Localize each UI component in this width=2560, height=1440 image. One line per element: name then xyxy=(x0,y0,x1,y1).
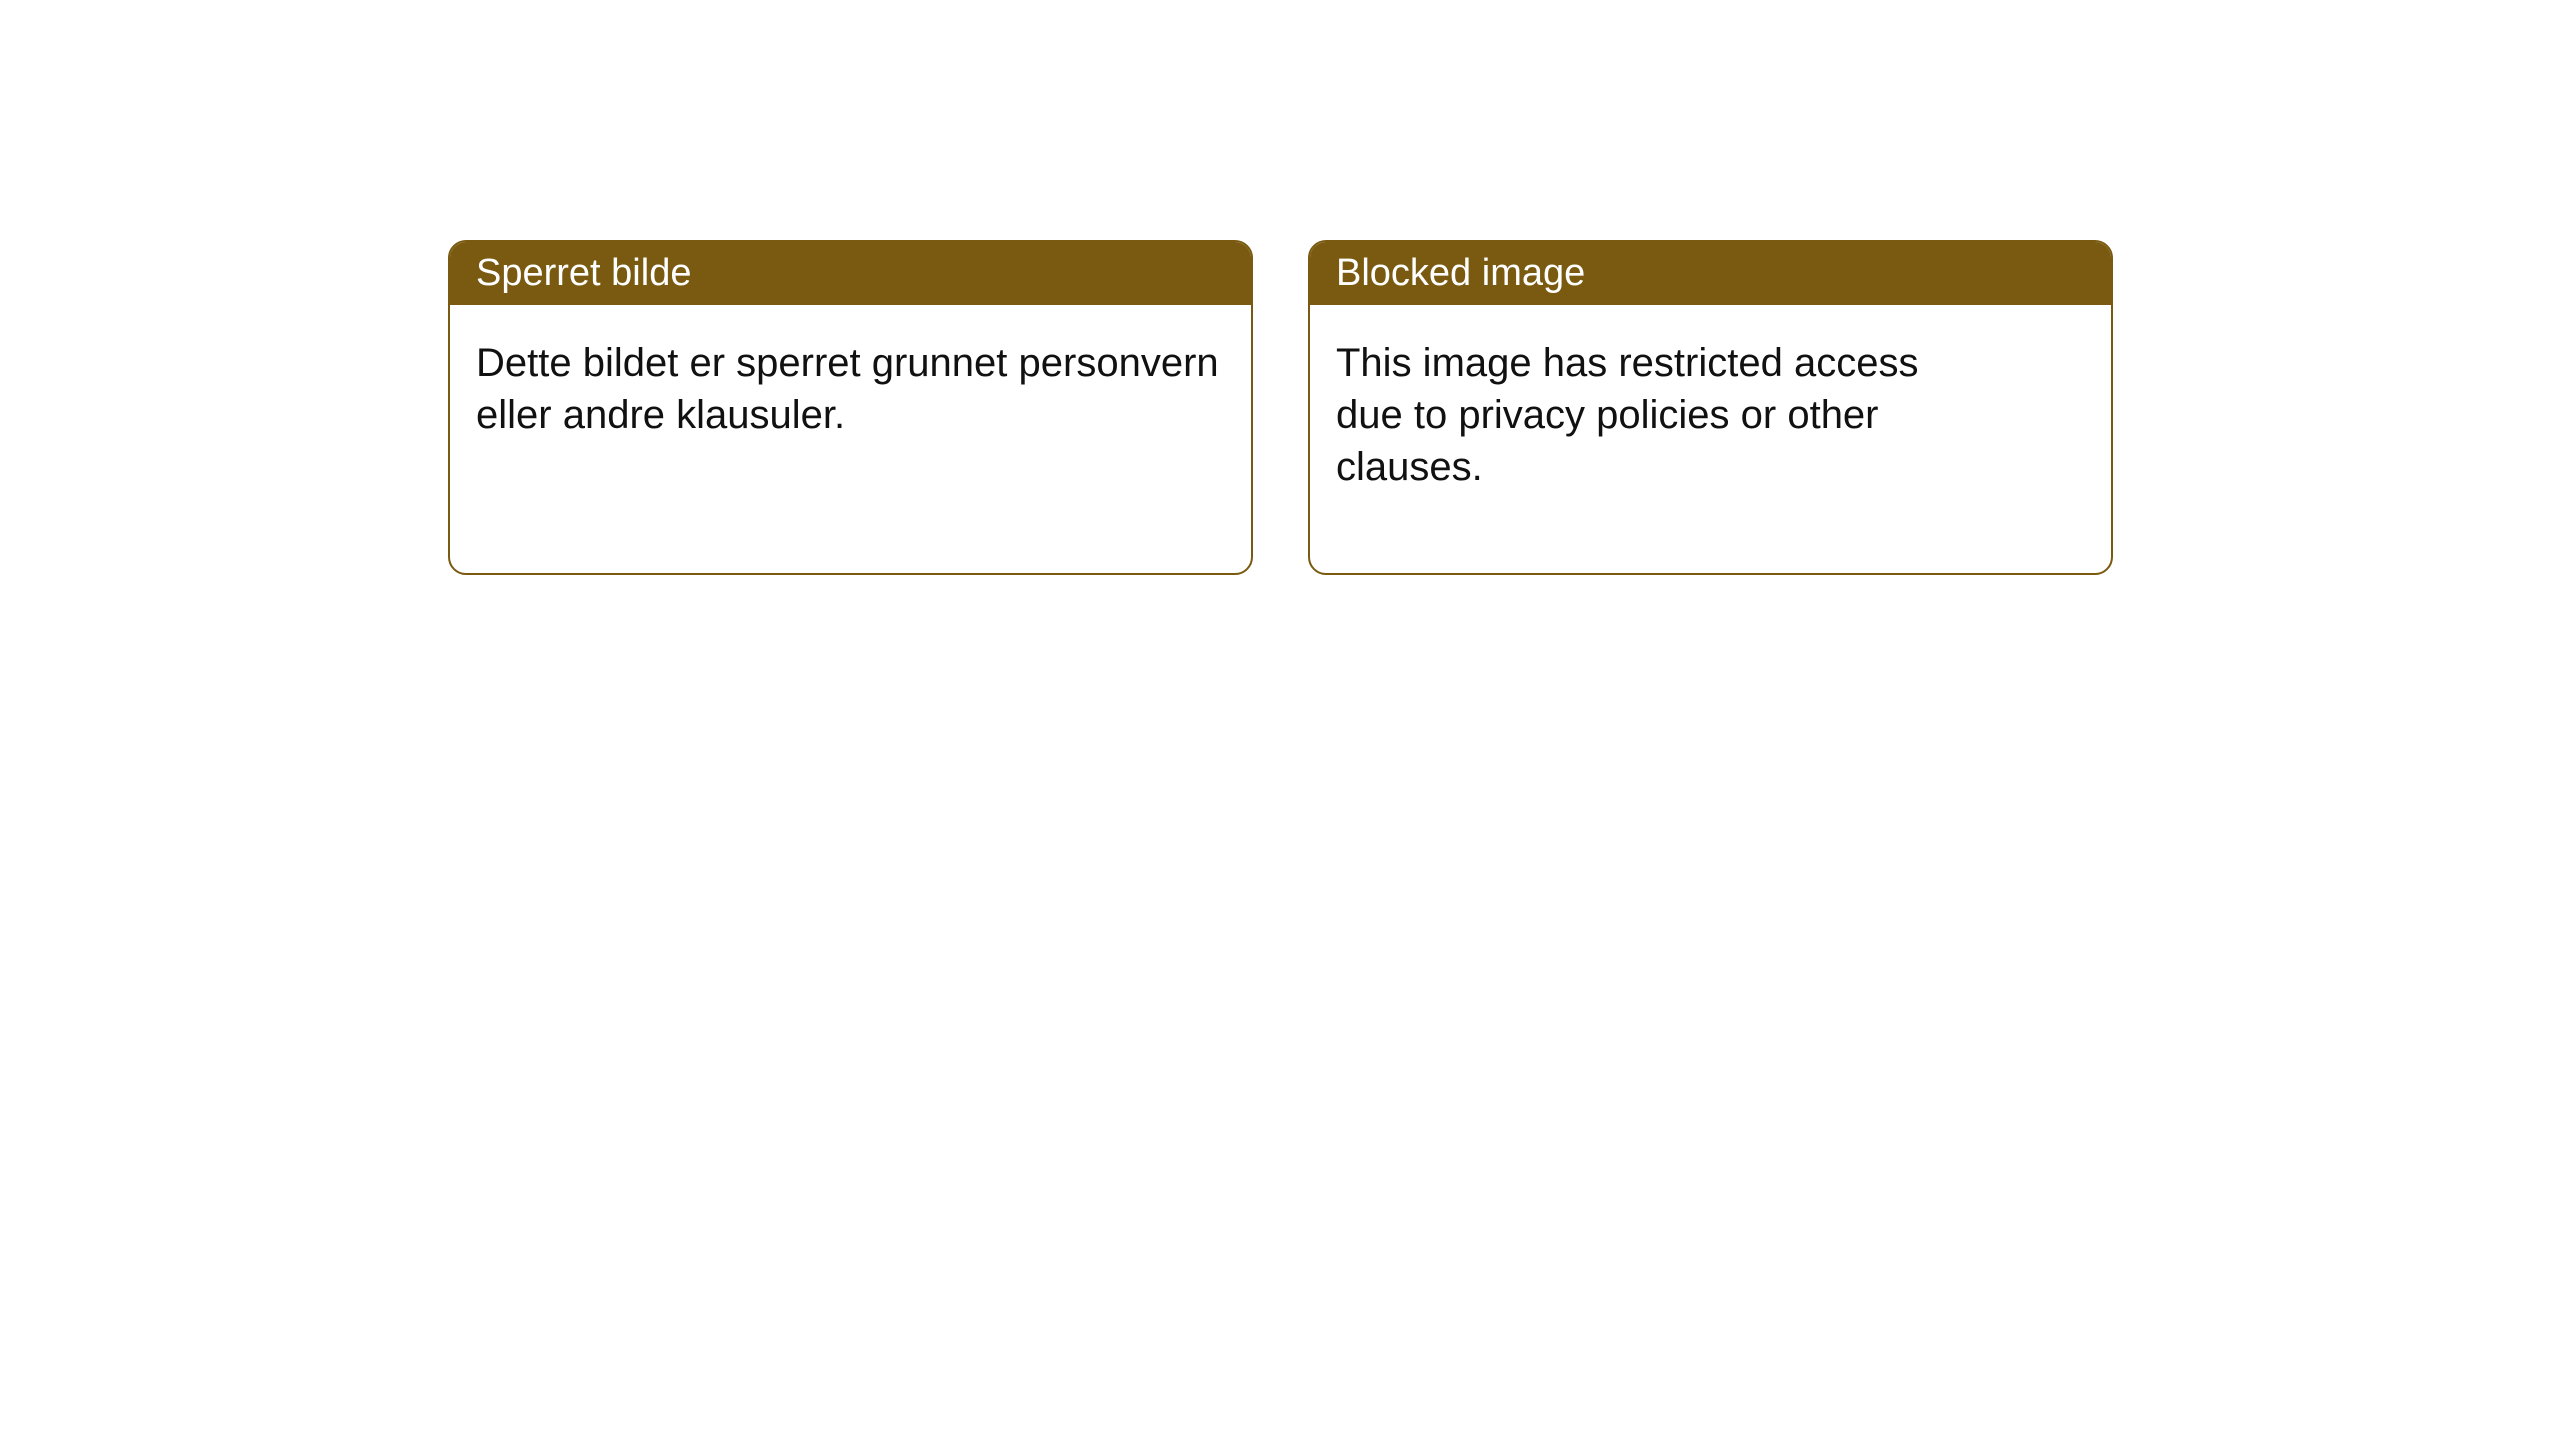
notice-container: Sperret bilde Dette bildet er sperret gr… xyxy=(0,0,2560,575)
notice-card-norwegian: Sperret bilde Dette bildet er sperret gr… xyxy=(448,240,1253,575)
notice-title-norwegian: Sperret bilde xyxy=(476,252,691,294)
notice-header-english: Blocked image xyxy=(1310,242,2111,305)
notice-title-english: Blocked image xyxy=(1336,252,1585,294)
notice-body-english: This image has restricted access due to … xyxy=(1310,305,2111,573)
notice-body-norwegian: Dette bildet er sperret grunnet personve… xyxy=(450,305,1251,521)
notice-text-english: This image has restricted access due to … xyxy=(1336,341,1918,489)
notice-card-english: Blocked image This image has restricted … xyxy=(1308,240,2113,575)
notice-header-norwegian: Sperret bilde xyxy=(450,242,1251,305)
notice-text-norwegian: Dette bildet er sperret grunnet personve… xyxy=(476,341,1219,437)
